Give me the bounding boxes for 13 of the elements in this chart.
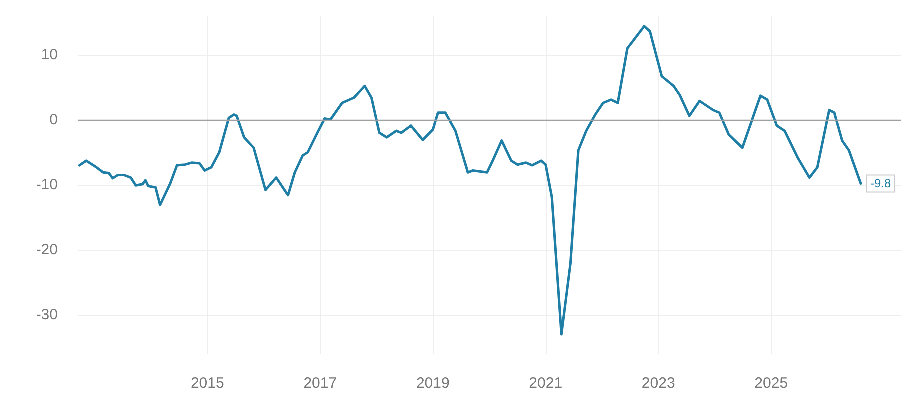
y-tick-label: 0 xyxy=(50,112,58,128)
x-tick-label: 2025 xyxy=(754,375,788,392)
x-tick-label: 2017 xyxy=(304,375,338,392)
y-tick-label: -20 xyxy=(36,242,58,258)
annotation: -9.8 xyxy=(870,176,892,191)
x-tick-label: 2023 xyxy=(642,375,676,392)
x-tick-label: 2021 xyxy=(529,375,563,392)
y-tick-label: -30 xyxy=(36,306,58,324)
line-series xyxy=(78,25,862,336)
y-tick-label: 10 xyxy=(41,46,58,64)
x-tick-label: 2015 xyxy=(190,375,224,392)
x-tick-label: 2019 xyxy=(416,375,450,392)
y-tick-label: -10 xyxy=(36,176,58,194)
